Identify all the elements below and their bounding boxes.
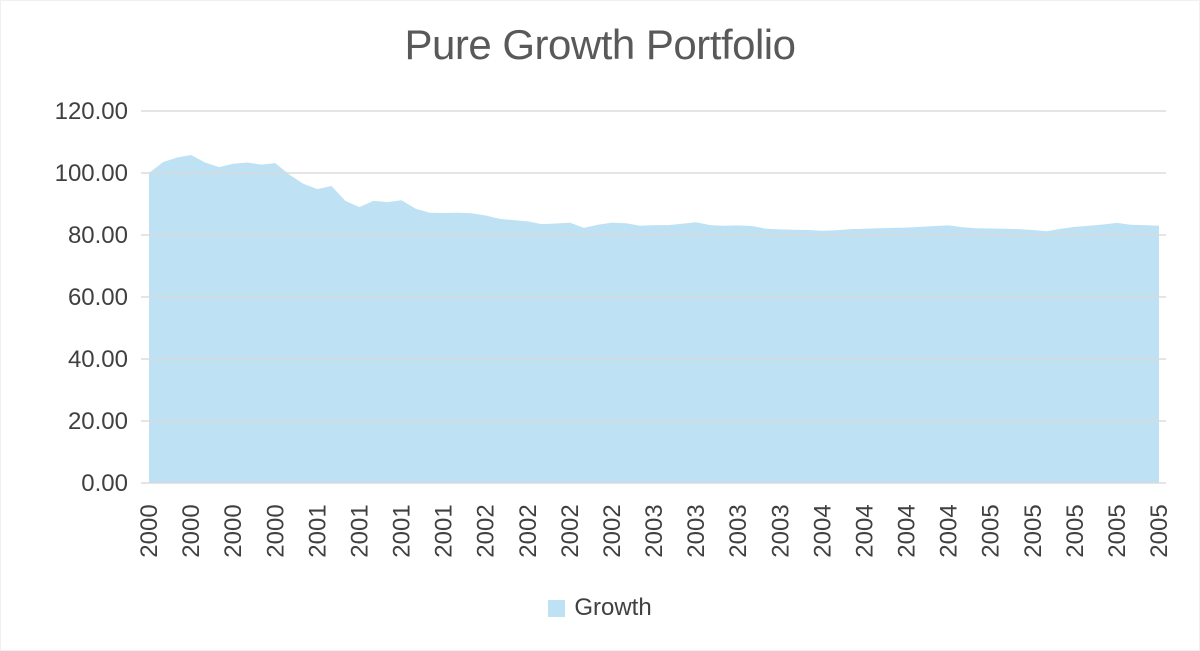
legend-label-growth: Growth [574, 594, 652, 621]
x-axis-tick-label: 2000 [178, 504, 205, 557]
chart-title: Pure Growth Portfolio [404, 21, 796, 68]
x-axis-tick-label: 2005 [1146, 504, 1173, 557]
y-axis-tick-label: 60.00 [68, 284, 128, 311]
x-axis-tick-label: 2005 [978, 504, 1005, 557]
x-axis-tick-label: 2003 [641, 504, 668, 557]
x-axis-tick-label: 2004 [809, 504, 836, 557]
x-axis-tick-label: 2001 [431, 504, 458, 557]
x-axis-tick-label: 2003 [683, 504, 710, 557]
y-axis-tick-label: 80.00 [68, 222, 128, 249]
growth-area-series [149, 155, 1159, 483]
x-axis-tick-label: 2002 [515, 504, 542, 557]
y-axis-tick-label: 120.00 [55, 98, 128, 125]
x-axis-tick-label: 2002 [473, 504, 500, 557]
x-axis-tick-label: 2005 [1062, 504, 1089, 557]
x-axis-tick-label: 2003 [767, 504, 794, 557]
x-axis-tick-label: 2001 [346, 504, 373, 557]
x-axis-tick-label: 2004 [851, 504, 878, 557]
x-axis-tick-label: 2005 [1020, 504, 1047, 557]
x-axis-tick-label: 2002 [599, 504, 626, 557]
x-axis-tick-label: 2001 [389, 504, 416, 557]
y-axis-tick-label: 40.00 [68, 346, 128, 373]
legend-swatch-icon [548, 599, 566, 617]
x-axis-tick-label: 2005 [1104, 504, 1131, 557]
y-axis-tick-label: 0.00 [81, 470, 128, 497]
x-axis-tick-label: 2003 [725, 504, 752, 557]
y-axis-tick-label: 100.00 [55, 160, 128, 187]
x-axis-tick-label: 2004 [936, 504, 963, 557]
x-axis-tick-label: 2002 [557, 504, 584, 557]
y-axis-tick-label: 20.00 [68, 408, 128, 435]
x-axis-tick-label: 2001 [304, 504, 331, 557]
x-axis-tick-label: 2004 [894, 504, 921, 557]
chart-legend: Growth [1, 596, 1199, 620]
x-axis-tick-label: 2000 [220, 504, 247, 557]
x-axis-tick-label: 2000 [136, 504, 163, 557]
x-axis-tick-label: 2000 [262, 504, 289, 557]
